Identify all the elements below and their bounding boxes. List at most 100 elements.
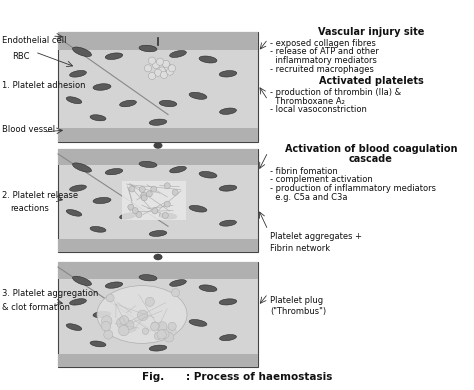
Bar (58, 239, 258, 252)
Text: - fibrin fomation: - fibrin fomation (270, 167, 338, 176)
Circle shape (164, 332, 173, 342)
Circle shape (156, 58, 164, 65)
Ellipse shape (70, 299, 86, 305)
Ellipse shape (139, 45, 157, 52)
Circle shape (151, 322, 159, 330)
Text: - complement activation: - complement activation (270, 176, 373, 184)
Ellipse shape (73, 163, 91, 172)
Bar (58, 262, 258, 367)
Circle shape (125, 320, 134, 330)
Ellipse shape (189, 319, 207, 326)
Ellipse shape (219, 220, 237, 226)
Text: Activation of blood coagulation: Activation of blood coagulation (285, 144, 457, 154)
Circle shape (152, 208, 158, 214)
Text: 1. Platelet adhesion: 1. Platelet adhesion (2, 81, 85, 90)
Circle shape (166, 68, 173, 75)
Ellipse shape (97, 285, 187, 343)
Ellipse shape (93, 311, 111, 317)
Ellipse shape (105, 53, 123, 60)
Ellipse shape (159, 100, 177, 106)
Circle shape (146, 297, 155, 306)
Ellipse shape (73, 276, 91, 285)
Circle shape (106, 294, 114, 302)
Circle shape (148, 73, 155, 80)
Text: - exposed collagen fibres: - exposed collagen fibres (270, 39, 376, 48)
Circle shape (132, 207, 138, 214)
Ellipse shape (189, 92, 207, 99)
Text: cascade: cascade (349, 154, 393, 164)
Text: Platelet aggregates +
Fibrin network: Platelet aggregates + Fibrin network (270, 232, 362, 253)
Ellipse shape (149, 345, 167, 351)
Text: RBC: RBC (12, 52, 29, 61)
Circle shape (104, 330, 113, 339)
Ellipse shape (219, 108, 237, 114)
Bar (58, 262, 258, 279)
Circle shape (101, 316, 112, 326)
Circle shape (160, 71, 168, 78)
Ellipse shape (73, 47, 91, 57)
Ellipse shape (90, 115, 106, 121)
Bar (58, 32, 258, 142)
Circle shape (158, 67, 165, 74)
Circle shape (142, 328, 149, 335)
Ellipse shape (105, 282, 123, 288)
Text: & clot formation: & clot formation (2, 303, 70, 312)
Circle shape (141, 195, 147, 201)
Ellipse shape (189, 206, 207, 212)
Text: e.g. C5a and C3a: e.g. C5a and C3a (270, 193, 347, 202)
Ellipse shape (149, 230, 167, 236)
Ellipse shape (93, 84, 111, 90)
Ellipse shape (199, 285, 217, 292)
Bar (58, 149, 258, 252)
Ellipse shape (119, 100, 137, 107)
Circle shape (148, 57, 155, 64)
Circle shape (117, 317, 127, 328)
Circle shape (141, 192, 147, 199)
Text: 2. Platelet release: 2. Platelet release (2, 191, 78, 200)
Bar (122, 181, 186, 220)
Circle shape (120, 316, 128, 324)
Circle shape (157, 330, 166, 339)
Text: - production of inflammatory mediators: - production of inflammatory mediators (270, 184, 436, 193)
Circle shape (129, 186, 135, 192)
Ellipse shape (66, 324, 82, 330)
Circle shape (146, 191, 152, 197)
Text: Fig.      : Process of haemostasis: Fig. : Process of haemostasis (142, 372, 332, 382)
Circle shape (118, 325, 129, 336)
Ellipse shape (139, 275, 157, 281)
Text: Activated platelets: Activated platelets (319, 76, 423, 86)
Ellipse shape (219, 185, 237, 191)
Ellipse shape (105, 168, 123, 175)
Circle shape (164, 64, 172, 71)
Text: Endothelial cell: Endothelial cell (2, 36, 66, 45)
Text: Thromboxane A₂: Thromboxane A₂ (270, 96, 345, 106)
Circle shape (168, 65, 175, 72)
Ellipse shape (159, 213, 177, 219)
Circle shape (101, 321, 111, 331)
Ellipse shape (149, 119, 167, 125)
Ellipse shape (199, 172, 217, 178)
Ellipse shape (119, 327, 137, 333)
Ellipse shape (139, 161, 157, 168)
Circle shape (162, 213, 168, 218)
Circle shape (154, 332, 162, 340)
Text: - production of thrombin (IIa) &: - production of thrombin (IIa) & (270, 88, 401, 97)
Bar (58, 149, 258, 165)
Ellipse shape (90, 341, 106, 347)
Ellipse shape (159, 327, 177, 333)
Ellipse shape (70, 185, 86, 191)
Text: - release of ATP and other: - release of ATP and other (270, 48, 379, 57)
Text: Blood vessel: Blood vessel (2, 125, 55, 134)
Ellipse shape (170, 51, 186, 57)
Ellipse shape (66, 97, 82, 104)
Ellipse shape (219, 335, 237, 340)
Ellipse shape (66, 209, 82, 216)
Text: reactions: reactions (10, 204, 49, 213)
Circle shape (153, 61, 160, 69)
Circle shape (145, 65, 152, 72)
Circle shape (164, 201, 170, 207)
Bar (58, 354, 258, 367)
Circle shape (128, 204, 134, 210)
Text: inflammatory mediators: inflammatory mediators (270, 56, 377, 65)
Ellipse shape (154, 254, 163, 260)
